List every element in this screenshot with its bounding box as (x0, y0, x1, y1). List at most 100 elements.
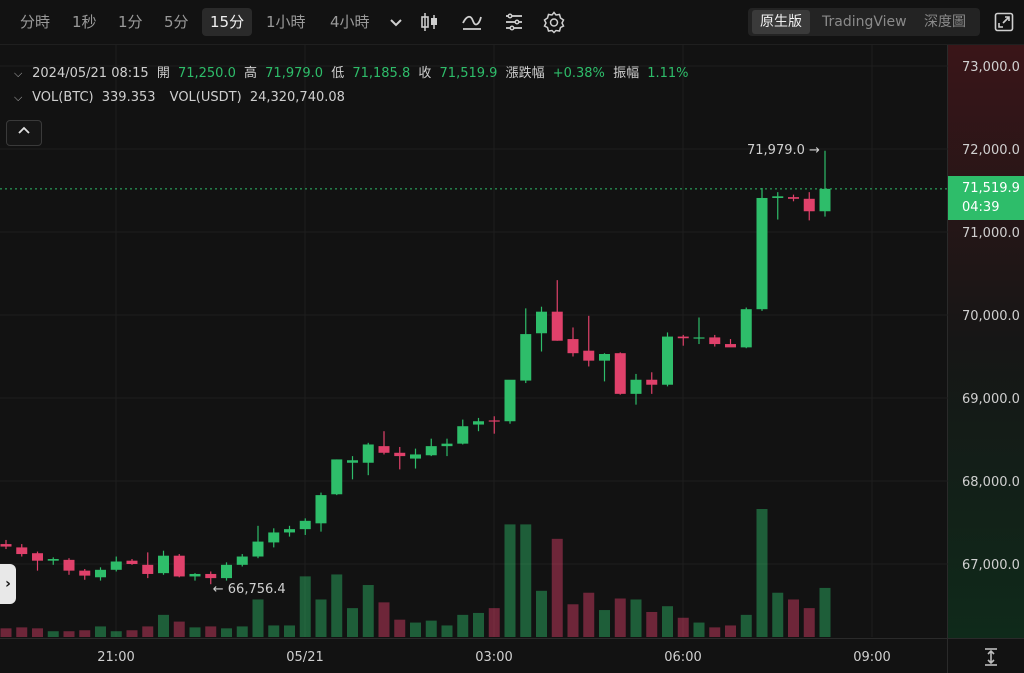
candle[interactable] (614, 352, 626, 395)
legend-open-label: 開 (156, 66, 170, 81)
candle[interactable] (441, 438, 453, 457)
chevron-down-icon[interactable]: ⌵ (14, 67, 23, 80)
fullscreen-icon[interactable] (992, 10, 1016, 34)
collapse-legend-button[interactable] (6, 120, 42, 146)
candle[interactable] (803, 192, 815, 221)
candle[interactable] (520, 308, 532, 384)
candle-body (347, 460, 358, 463)
candle[interactable] (79, 568, 91, 580)
chevron-down-icon[interactable]: ⌵ (14, 91, 23, 104)
candle[interactable] (158, 550, 169, 575)
candle[interactable] (95, 567, 106, 581)
candle[interactable] (756, 188, 768, 311)
candle[interactable] (347, 456, 358, 480)
candle-body (756, 197, 768, 310)
timeframe-1m[interactable]: 1分 (118, 13, 143, 31)
candle[interactable] (173, 554, 185, 578)
volume-bar (95, 626, 106, 637)
candle[interactable] (630, 373, 642, 405)
candle[interactable] (551, 280, 563, 341)
candle[interactable] (583, 315, 595, 367)
candle[interactable] (819, 150, 831, 217)
candle-body (583, 350, 595, 361)
candle[interactable] (599, 353, 610, 382)
timeframe-time-sharing[interactable]: 分時 (20, 13, 51, 31)
candle[interactable] (662, 332, 673, 387)
candle-body (284, 529, 295, 533)
view-switcher: 原生版 TradingView 深度圖 (748, 8, 980, 36)
candle[interactable] (268, 528, 280, 548)
candle[interactable] (457, 419, 469, 445)
candle[interactable] (740, 307, 752, 349)
candle[interactable] (221, 562, 232, 581)
candle[interactable] (378, 431, 390, 455)
legend-change: +0.38% (552, 66, 605, 81)
candle[interactable] (646, 372, 658, 394)
volume-bar (189, 627, 201, 637)
candle[interactable] (315, 492, 327, 532)
candle[interactable] (0, 539, 12, 550)
legend-low: 71,185.8 (352, 66, 411, 81)
reset-scale-icon[interactable] (980, 646, 1002, 668)
candle-body (725, 344, 736, 348)
candle-body (189, 573, 201, 577)
x-tick-label: 21:00 (97, 650, 134, 665)
candle[interactable] (394, 446, 406, 470)
timeframe-1h[interactable]: 1小時 (266, 13, 306, 31)
candle[interactable] (362, 442, 374, 476)
volume-bar (221, 628, 232, 637)
candlestick-type-icon[interactable] (418, 10, 442, 34)
timeframe-4h[interactable]: 4小時 (330, 13, 370, 31)
candle[interactable] (47, 557, 59, 565)
candle[interactable] (772, 192, 784, 220)
indicators-icon[interactable] (460, 10, 484, 34)
candle[interactable] (410, 448, 421, 469)
timeframe-15m[interactable]: 15分 (202, 8, 253, 36)
candle-body (16, 547, 28, 555)
volume-bar (693, 622, 705, 637)
volume-bar (236, 626, 248, 637)
view-native[interactable]: 原生版 (752, 10, 810, 34)
timeframe-1s[interactable]: 1秒 (72, 13, 97, 31)
candle[interactable] (284, 525, 295, 537)
volume-bar (315, 599, 327, 637)
candle[interactable] (488, 416, 500, 434)
candle-body (221, 564, 232, 579)
expand-panel-button[interactable]: › (0, 564, 16, 604)
candle[interactable] (236, 554, 248, 567)
view-tradingview[interactable]: TradingView (822, 14, 907, 30)
layout-icon[interactable] (502, 10, 526, 34)
volume-bar (725, 625, 736, 637)
candle[interactable] (189, 573, 201, 581)
candle[interactable] (693, 317, 705, 345)
chevron-down-icon[interactable] (384, 10, 408, 34)
candle[interactable] (205, 571, 217, 585)
volume-bar (347, 608, 358, 637)
candle[interactable] (16, 544, 28, 557)
candle[interactable] (567, 327, 579, 357)
volume-bar (378, 602, 390, 637)
legend-close: 71,519.9 (439, 66, 498, 81)
candlestick-chart[interactable]: 73,000.0 72,000.0 71,000.0 70,000.0 69,000.0… (0, 45, 1024, 673)
candle[interactable] (142, 552, 154, 579)
candle[interactable] (425, 438, 437, 457)
candle-body (819, 188, 831, 212)
candle[interactable] (63, 558, 75, 575)
candle[interactable] (126, 559, 138, 565)
candle[interactable] (788, 194, 799, 202)
candle[interactable] (473, 417, 484, 432)
volume-bar (410, 622, 421, 637)
candle[interactable] (299, 518, 311, 535)
candle[interactable] (504, 379, 516, 424)
candle[interactable] (677, 334, 689, 346)
candle[interactable] (709, 334, 721, 347)
candle[interactable] (536, 306, 547, 352)
candle[interactable] (110, 556, 122, 572)
settings-icon[interactable] (542, 10, 566, 34)
timeframe-5m[interactable]: 5分 (164, 13, 189, 31)
candle[interactable] (32, 551, 43, 571)
candle[interactable] (725, 339, 736, 348)
view-depth[interactable]: 深度圖 (924, 14, 966, 30)
candle[interactable] (331, 459, 343, 496)
candle[interactable] (252, 525, 264, 559)
